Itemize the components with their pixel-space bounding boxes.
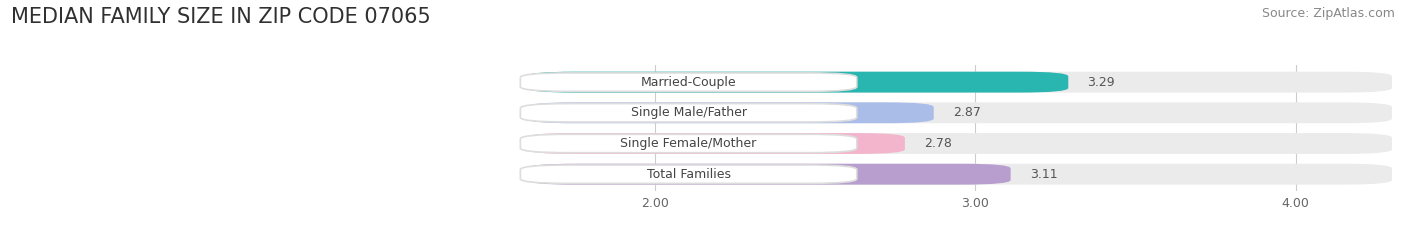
Text: 2.87: 2.87: [953, 106, 981, 119]
FancyBboxPatch shape: [527, 102, 1392, 123]
FancyBboxPatch shape: [520, 165, 856, 183]
Text: Single Female/Mother: Single Female/Mother: [620, 137, 756, 150]
FancyBboxPatch shape: [520, 104, 856, 122]
FancyBboxPatch shape: [527, 133, 905, 154]
Text: Source: ZipAtlas.com: Source: ZipAtlas.com: [1261, 7, 1395, 20]
FancyBboxPatch shape: [527, 164, 1011, 185]
Text: Single Male/Father: Single Male/Father: [630, 106, 747, 119]
FancyBboxPatch shape: [527, 72, 1069, 93]
Text: Total Families: Total Families: [647, 168, 731, 181]
FancyBboxPatch shape: [527, 164, 1392, 185]
FancyBboxPatch shape: [527, 102, 934, 123]
FancyBboxPatch shape: [527, 133, 1392, 154]
Text: 3.11: 3.11: [1029, 168, 1057, 181]
FancyBboxPatch shape: [527, 72, 1392, 93]
Text: Married-Couple: Married-Couple: [641, 76, 737, 89]
FancyBboxPatch shape: [520, 73, 856, 91]
Text: MEDIAN FAMILY SIZE IN ZIP CODE 07065: MEDIAN FAMILY SIZE IN ZIP CODE 07065: [11, 7, 432, 27]
Text: 2.78: 2.78: [924, 137, 952, 150]
Text: 3.29: 3.29: [1087, 76, 1115, 89]
FancyBboxPatch shape: [520, 134, 856, 153]
